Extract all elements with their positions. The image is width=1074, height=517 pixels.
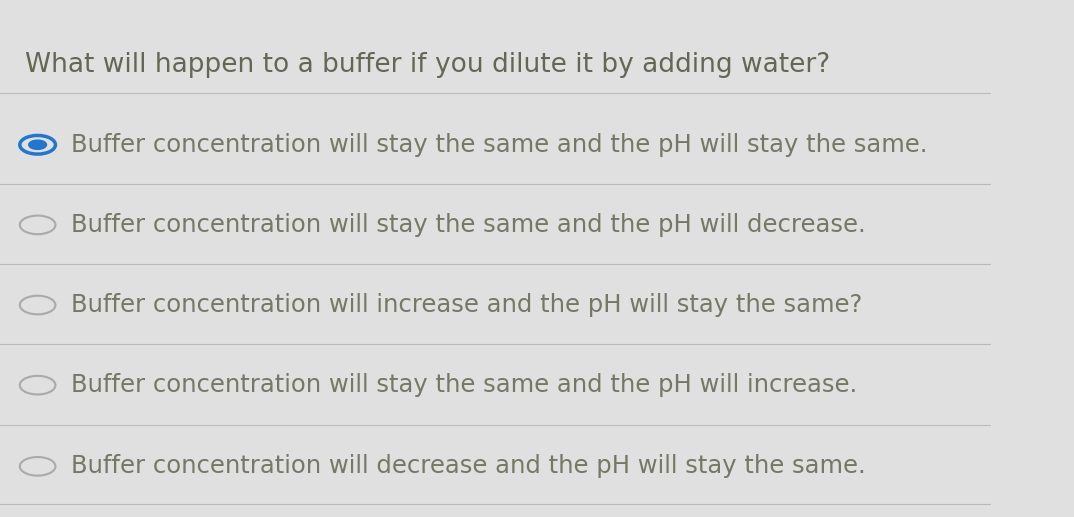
Text: Buffer concentration will stay the same and the pH will decrease.: Buffer concentration will stay the same … bbox=[71, 213, 866, 237]
Text: Buffer concentration will decrease and the pH will stay the same.: Buffer concentration will decrease and t… bbox=[71, 454, 866, 478]
Text: Buffer concentration will stay the same and the pH will increase.: Buffer concentration will stay the same … bbox=[71, 373, 857, 397]
Text: What will happen to a buffer if you dilute it by adding water?: What will happen to a buffer if you dilu… bbox=[25, 52, 830, 78]
Text: Buffer concentration will stay the same and the pH will stay the same.: Buffer concentration will stay the same … bbox=[71, 133, 928, 157]
Circle shape bbox=[29, 140, 46, 149]
Text: Buffer concentration will increase and the pH will stay the same?: Buffer concentration will increase and t… bbox=[71, 293, 862, 317]
